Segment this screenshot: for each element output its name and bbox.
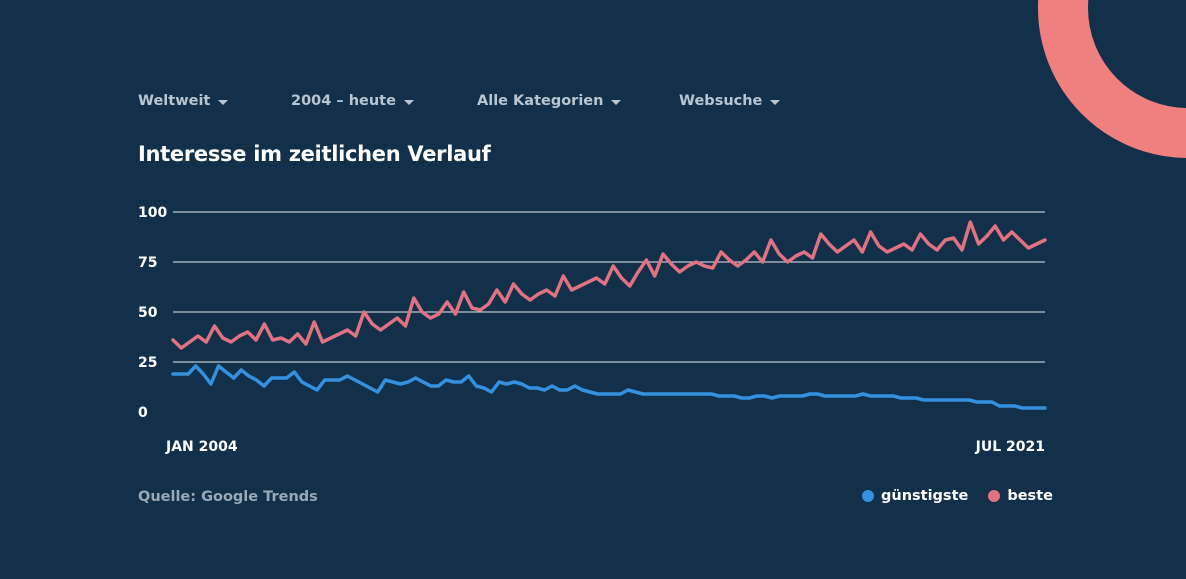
legend-item-beste: beste bbox=[988, 488, 1053, 504]
legend-label-guenstigste: günstigste bbox=[881, 488, 969, 504]
category-filter-label: Alle Kategorien bbox=[477, 93, 604, 109]
y-tick-label-100: 100 bbox=[138, 205, 167, 221]
x-axis-start-label: JAN 2004 bbox=[165, 439, 238, 455]
chevron-down-icon bbox=[770, 99, 781, 105]
x-axis-end-label: JUL 2021 bbox=[975, 439, 1045, 455]
region-filter-dropdown[interactable]: Weltweit bbox=[138, 93, 229, 109]
search-type-filter-dropdown[interactable]: Websuche bbox=[679, 93, 781, 109]
decorative-ring-arc bbox=[1038, 0, 1186, 158]
series-line-beste bbox=[171, 220, 1047, 350]
y-tick-label-75: 75 bbox=[138, 255, 157, 271]
timeframe-filter-label: 2004 – heute bbox=[291, 93, 396, 109]
category-filter-dropdown[interactable]: Alle Kategorien bbox=[477, 93, 622, 109]
chevron-down-icon bbox=[611, 99, 622, 105]
chart-title: Interesse im zeitlichen Verlauf bbox=[138, 142, 491, 166]
search-type-filter-label: Websuche bbox=[679, 93, 763, 109]
region-filter-label: Weltweit bbox=[138, 93, 211, 109]
chevron-down-icon bbox=[218, 99, 229, 105]
legend-dot-icon bbox=[988, 490, 1001, 502]
y-tick-label-0: 0 bbox=[138, 405, 148, 421]
legend-item-guenstigste: günstigste bbox=[862, 488, 968, 504]
y-tick-label-25: 25 bbox=[138, 355, 157, 371]
legend-dot-icon bbox=[862, 490, 874, 502]
timeframe-filter-dropdown[interactable]: 2004 – heute bbox=[291, 93, 414, 109]
legend-label-beste: beste bbox=[1007, 488, 1053, 504]
chart-legend: günstigste beste bbox=[862, 488, 1053, 504]
source-attribution: Quelle: Google Trends bbox=[138, 489, 318, 505]
chevron-down-icon bbox=[403, 99, 414, 105]
series-line-guenstigste bbox=[171, 364, 1047, 410]
y-tick-label-50: 50 bbox=[138, 305, 158, 321]
